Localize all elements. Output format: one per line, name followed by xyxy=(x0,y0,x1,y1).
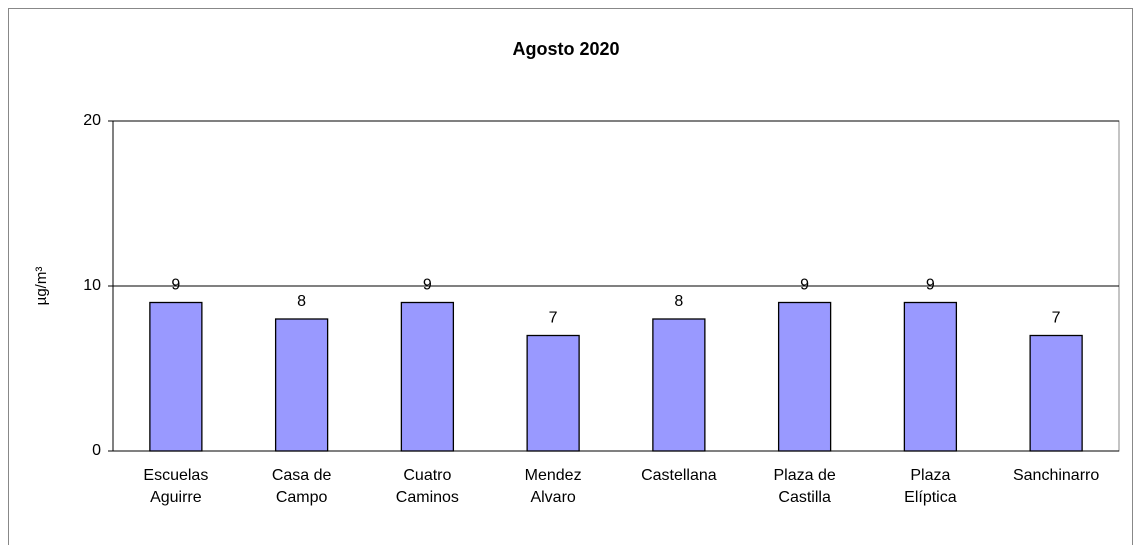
x-tick-label: Plaza Elíptica xyxy=(904,467,957,506)
x-tick-label: Cuatro Caminos xyxy=(395,467,459,506)
x-tick-label: Mendez Alvaro xyxy=(524,467,582,506)
data-label: 8 xyxy=(297,293,306,310)
bar xyxy=(777,301,832,452)
x-tick-label-box: Castellana xyxy=(641,467,717,484)
bar xyxy=(903,301,958,452)
y-tick-label: 10 xyxy=(83,277,101,294)
x-tick-label-box: Escuelas Aguirre xyxy=(143,467,209,506)
y-tick-label: 20 xyxy=(83,112,101,129)
x-tick-label: Castellana xyxy=(641,467,717,484)
data-label: 7 xyxy=(1052,310,1061,327)
data-label: 9 xyxy=(926,277,935,294)
bar xyxy=(526,334,580,452)
data-label: 8 xyxy=(674,293,683,310)
data-label: 9 xyxy=(800,277,809,294)
chart-title: Agosto 2020 xyxy=(512,39,619,59)
bar xyxy=(400,301,455,452)
bar xyxy=(149,301,203,452)
x-tick-label-box: Mendez Alvaro xyxy=(524,467,582,506)
chart-frame xyxy=(8,8,1133,545)
bar xyxy=(652,318,706,452)
x-tick-label-box: Sanchinarro xyxy=(1012,467,1100,484)
x-tick-label-box: Casa de Campo xyxy=(271,467,332,506)
x-tick-label: Escuelas Aguirre xyxy=(143,467,209,506)
x-tick-label-box: Cuatro Caminos xyxy=(395,467,459,506)
data-label: 7 xyxy=(549,310,558,327)
data-label: 9 xyxy=(171,277,180,294)
bar xyxy=(1029,334,1083,452)
y-tick-label: 0 xyxy=(92,442,101,459)
bar xyxy=(274,318,329,452)
x-tick-label: Casa de Campo xyxy=(271,467,332,506)
x-tick-label-box: Plaza Elíptica xyxy=(904,467,957,506)
x-tick-label-box: Plaza de Castilla xyxy=(773,467,836,506)
x-tick-label: Sanchinarro xyxy=(1012,467,1100,484)
y-axis-label: µg/m³ xyxy=(33,267,50,306)
data-label: 9 xyxy=(423,277,432,294)
x-tick-label: Plaza de Castilla xyxy=(773,467,836,506)
